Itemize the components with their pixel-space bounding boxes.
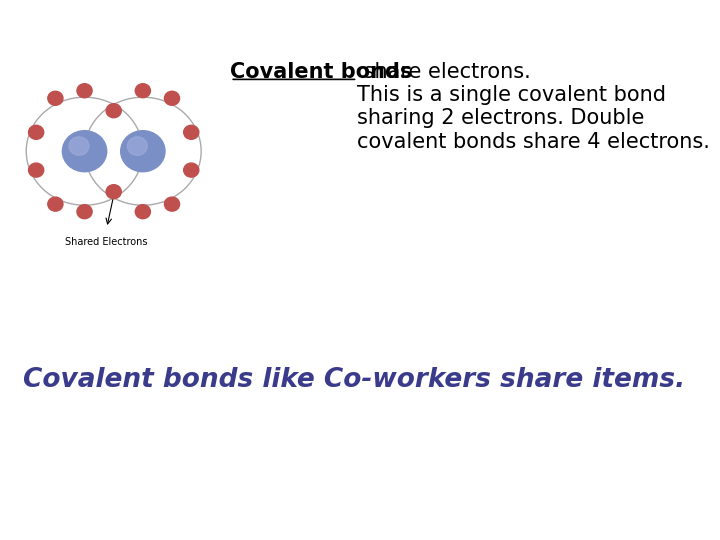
Circle shape [106,185,121,199]
Circle shape [29,125,44,139]
Circle shape [48,197,63,211]
Text: Covalent bonds like Co-workers share items.: Covalent bonds like Co-workers share ite… [23,367,685,393]
Text: share electrons.
This is a single covalent bond
sharing 2 electrons. Double
cova: share electrons. This is a single covale… [357,62,711,152]
Circle shape [164,197,179,211]
Circle shape [77,205,92,219]
Circle shape [135,205,150,219]
Circle shape [69,137,89,156]
Text: Shared Electrons: Shared Electrons [66,237,148,247]
Text: Covalent bonds: Covalent bonds [230,62,413,82]
Circle shape [29,163,44,177]
Circle shape [127,137,148,156]
Circle shape [164,91,179,105]
Circle shape [63,131,107,172]
Circle shape [184,163,199,177]
Circle shape [48,91,63,105]
Circle shape [135,84,150,98]
Circle shape [121,131,165,172]
Circle shape [184,125,199,139]
Circle shape [106,104,121,118]
Circle shape [77,84,92,98]
